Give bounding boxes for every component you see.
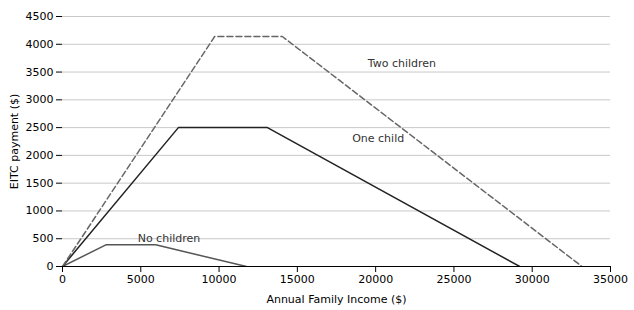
- svg-text:25000: 25000: [436, 273, 471, 286]
- svg-text:15000: 15000: [280, 273, 315, 286]
- svg-text:20000: 20000: [358, 273, 393, 286]
- svg-text:One child: One child: [352, 132, 404, 145]
- svg-text:2500: 2500: [26, 121, 54, 134]
- svg-text:30000: 30000: [515, 273, 550, 286]
- svg-text:1000: 1000: [26, 204, 54, 217]
- svg-text:1500: 1500: [26, 177, 54, 190]
- svg-text:5000: 5000: [127, 273, 155, 286]
- svg-text:Annual Family Income ($): Annual Family Income ($): [266, 293, 406, 306]
- svg-text:35000: 35000: [593, 273, 628, 286]
- svg-text:4500: 4500: [26, 10, 54, 23]
- svg-text:3500: 3500: [26, 66, 54, 79]
- svg-text:2000: 2000: [26, 149, 54, 162]
- svg-text:EITC payment ($): EITC payment ($): [8, 94, 21, 190]
- svg-text:0: 0: [47, 260, 54, 273]
- svg-text:3000: 3000: [26, 93, 54, 106]
- svg-text:4000: 4000: [26, 38, 54, 51]
- svg-text:0: 0: [59, 273, 66, 286]
- svg-text:10000: 10000: [202, 273, 237, 286]
- svg-text:No children: No children: [138, 232, 201, 245]
- svg-text:500: 500: [33, 232, 54, 245]
- svg-text:Two children: Two children: [367, 57, 436, 70]
